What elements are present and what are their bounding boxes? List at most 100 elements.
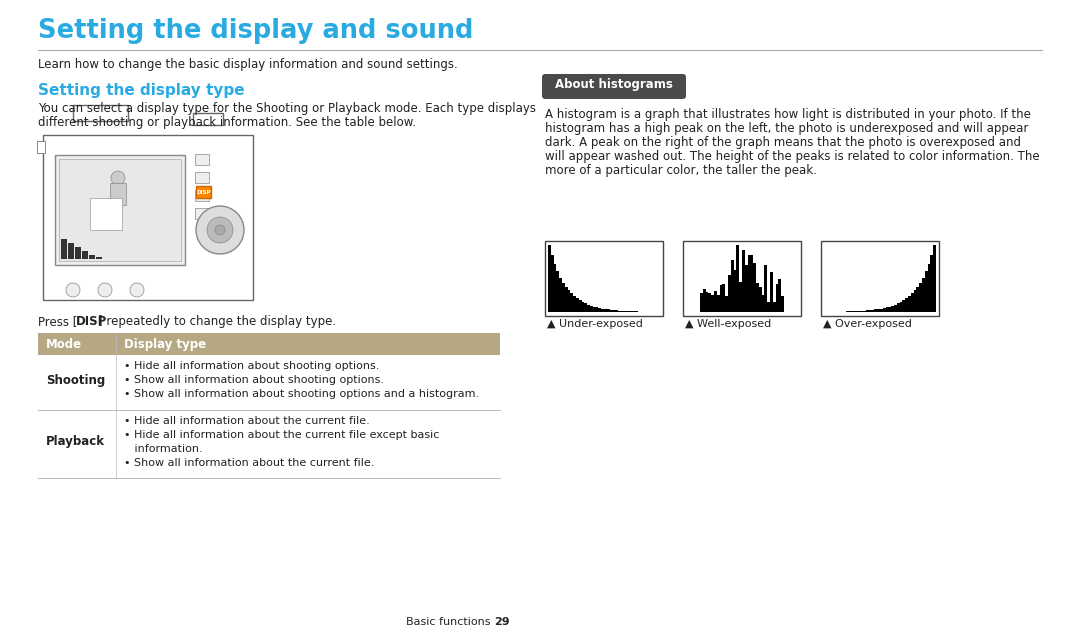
Bar (579, 301, 582, 312)
Bar (588, 305, 590, 312)
Bar (705, 292, 708, 312)
Bar (632, 311, 635, 312)
Bar (607, 309, 609, 312)
Bar (908, 296, 910, 312)
Text: Basic functions: Basic functions (405, 617, 490, 627)
Bar (779, 279, 781, 312)
Bar (75, 247, 81, 259)
Bar (725, 296, 728, 312)
Bar (68, 243, 75, 259)
Text: About histograms: About histograms (555, 78, 673, 91)
Bar (562, 282, 565, 312)
Bar (593, 307, 595, 312)
Bar (903, 301, 905, 312)
Bar (852, 311, 854, 312)
Bar (717, 295, 719, 312)
Text: ] repeatedly to change the display type.: ] repeatedly to change the display type. (98, 315, 336, 328)
Bar (598, 308, 602, 312)
Bar (742, 250, 745, 312)
Bar (761, 295, 765, 312)
Bar (877, 309, 880, 312)
Bar (590, 306, 593, 312)
Bar (195, 172, 210, 183)
Bar (863, 311, 866, 312)
Bar (849, 311, 852, 312)
Circle shape (215, 225, 225, 235)
Bar (728, 275, 731, 312)
Text: Setting the display type: Setting the display type (38, 83, 245, 98)
Bar (573, 296, 576, 312)
Bar (773, 302, 775, 312)
Bar (739, 282, 742, 312)
Bar (905, 299, 908, 312)
Text: information.: information. (124, 444, 203, 454)
Circle shape (98, 283, 112, 297)
Bar (60, 239, 67, 259)
Bar (882, 308, 886, 312)
Text: • Hide all information about shooting options.: • Hide all information about shooting op… (124, 361, 379, 371)
Bar (548, 245, 551, 312)
Bar (556, 271, 559, 312)
Bar (545, 241, 663, 316)
Text: You can select a display type for the Shooting or Playback mode. Each type displ: You can select a display type for the Sh… (38, 102, 536, 115)
Bar (683, 241, 801, 316)
Bar (858, 311, 861, 312)
Bar (616, 311, 618, 312)
Bar (770, 272, 773, 312)
Bar (59, 159, 181, 261)
Text: Display type: Display type (124, 338, 206, 351)
Bar (910, 294, 914, 312)
Bar (747, 255, 751, 312)
Bar (759, 287, 761, 312)
Bar (576, 299, 579, 312)
Bar (854, 311, 858, 312)
Text: • Hide all information about the current file except basic: • Hide all information about the current… (124, 430, 440, 440)
Bar (195, 154, 210, 165)
Bar (886, 307, 889, 312)
Bar (880, 309, 882, 312)
Bar (96, 257, 102, 259)
Bar (621, 311, 623, 312)
Bar (73, 105, 129, 121)
Text: A histogram is a graph that illustrates how light is distributed in your photo. : A histogram is a graph that illustrates … (545, 108, 1031, 121)
Text: • Show all information about shooting options and a histogram.: • Show all information about shooting op… (124, 389, 480, 399)
Text: Playback: Playback (46, 435, 105, 449)
Bar (703, 289, 705, 312)
Text: will appear washed out. The height of the peaks is related to color information.: will appear washed out. The height of th… (545, 150, 1040, 163)
Bar (731, 260, 733, 312)
Text: 29: 29 (494, 617, 510, 627)
Bar (900, 302, 903, 312)
Bar (775, 284, 779, 312)
Text: ▲ Under-exposed: ▲ Under-exposed (546, 319, 643, 329)
Bar (602, 309, 604, 312)
Bar (195, 190, 210, 201)
Bar (753, 263, 756, 312)
Bar (38, 333, 500, 355)
Text: different shooting or playback information. See the table below.: different shooting or playback informati… (38, 116, 416, 129)
Text: more of a particular color, the taller the peak.: more of a particular color, the taller t… (545, 164, 816, 177)
Bar (781, 295, 784, 312)
Bar (922, 278, 924, 312)
Text: ▲ Over-exposed: ▲ Over-exposed (823, 319, 912, 329)
Bar (193, 113, 222, 125)
Bar (914, 290, 917, 312)
Bar (737, 245, 739, 312)
Text: Learn how to change the basic display information and sound settings.: Learn how to change the basic display in… (38, 58, 458, 71)
FancyBboxPatch shape (542, 74, 686, 99)
Circle shape (66, 283, 80, 297)
Bar (700, 293, 703, 312)
Bar (110, 183, 126, 205)
Bar (872, 310, 875, 312)
Bar (930, 255, 933, 312)
Bar (630, 311, 632, 312)
Bar (559, 278, 562, 312)
Bar (765, 265, 767, 312)
Bar (714, 290, 717, 312)
Text: DISP: DISP (197, 190, 211, 195)
Bar (43, 135, 253, 300)
Bar (767, 302, 770, 312)
Bar (917, 287, 919, 312)
Bar (554, 264, 556, 312)
Bar (745, 265, 747, 312)
Text: ▲ Well-exposed: ▲ Well-exposed (685, 319, 771, 329)
